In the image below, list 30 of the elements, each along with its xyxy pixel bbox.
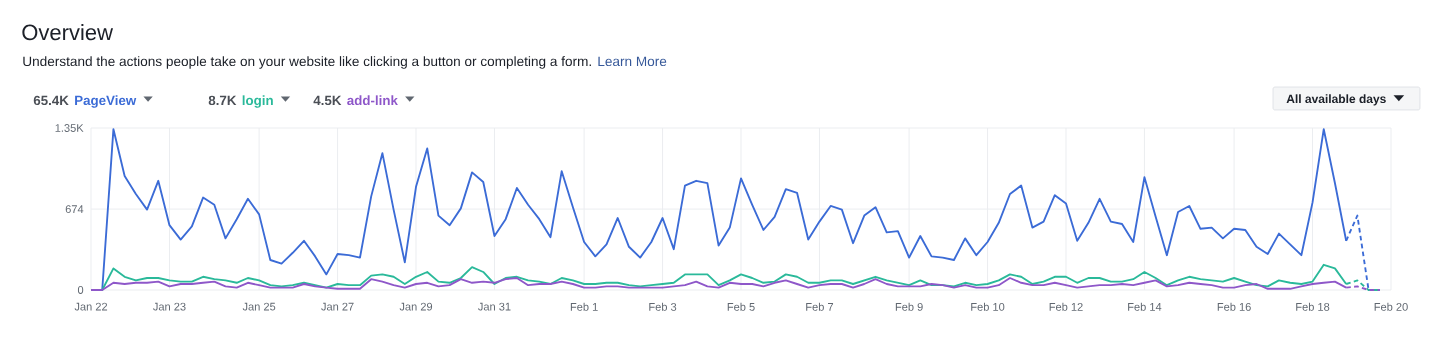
text: login	[242, 95, 273, 108]
x-tick-label: Feb 1	[570, 302, 598, 311]
x-tick-label: Jan 29	[399, 302, 433, 311]
text: All available days	[1286, 94, 1386, 106]
x-tick-label: Feb 16	[1217, 302, 1251, 311]
text: 8.7K	[208, 95, 237, 106]
x-tick-label: Feb 14	[1128, 302, 1162, 311]
y-tick-label: 0	[77, 286, 84, 294]
x-tick-label: Feb 7	[806, 302, 834, 311]
x-tick-label: Jan 23	[153, 302, 186, 311]
x-tick-label: Feb 10	[971, 302, 1005, 311]
text: add-link	[347, 95, 398, 106]
x-tick-label: Feb 5	[727, 302, 755, 311]
x-tick-label: Jan 31	[478, 302, 511, 311]
x-tick-label: Feb 3	[649, 302, 677, 311]
text: PageView	[75, 95, 137, 108]
y-tick-label: 674	[65, 205, 84, 214]
chart-title: Overview	[22, 24, 114, 41]
x-tick-label: Feb 18	[1296, 302, 1330, 311]
x-tick-label: Jan 22	[74, 302, 108, 311]
x-tick-label: Feb 12	[1049, 302, 1083, 311]
x-tick-label: Feb 20	[1374, 302, 1408, 311]
x-tick-label: Jan 25	[242, 302, 276, 311]
chart-subtitle: Understand the actions people take on your website like clicking a button or completing a form.	[23, 56, 591, 69]
text: 65.4K	[33, 95, 69, 106]
x-tick-label: Feb 9	[895, 302, 923, 311]
x-tick-label: Jan 27	[321, 302, 354, 311]
y-tick-label: 1.35K	[55, 124, 84, 132]
text: 4.5K	[313, 95, 342, 106]
text: Learn More	[598, 56, 667, 67]
